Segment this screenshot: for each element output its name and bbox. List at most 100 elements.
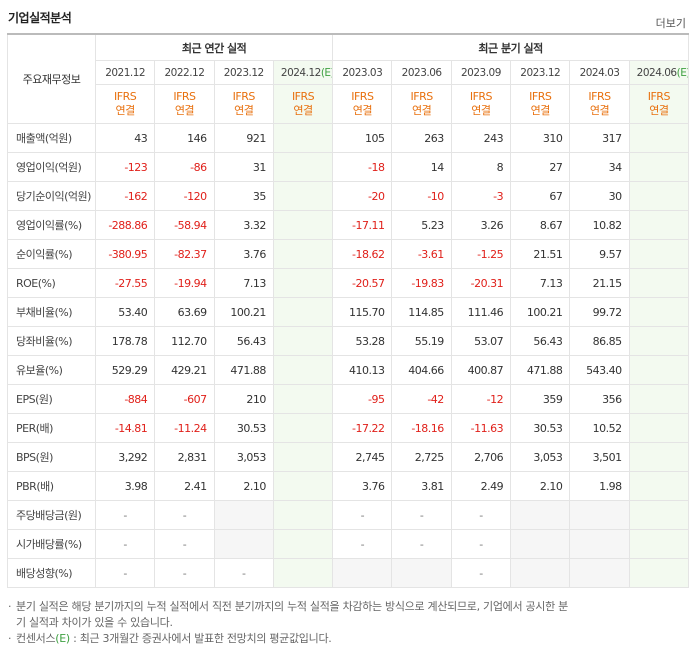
cell: -58.94 xyxy=(154,210,215,240)
cell: 5.23 xyxy=(391,210,452,240)
cell: 178.78 xyxy=(94,326,156,356)
cell: 3.76 xyxy=(213,239,274,269)
cell xyxy=(272,529,334,559)
cell: 400.87 xyxy=(450,355,512,385)
cell: -12 xyxy=(450,384,512,414)
cell: 9.57 xyxy=(569,239,630,269)
notes: 분기 실적은 해당 분기까지의 누적 실적에서 직전 분기까지의 누적 실적을 … xyxy=(8,599,568,647)
cell: 3.81 xyxy=(391,471,452,501)
cell xyxy=(272,210,334,240)
row-label: 부채비율(%) xyxy=(7,297,96,327)
scope: 연결 xyxy=(293,104,313,117)
basis: IFRS xyxy=(410,90,434,103)
table-row: 배당성향(%) - - - - xyxy=(7,558,690,588)
row-label: EPS(원) xyxy=(7,384,96,414)
cell: 30 xyxy=(569,181,630,211)
cell: 3.26 xyxy=(450,210,512,240)
cell: 115.70 xyxy=(332,297,393,327)
cell: 146 xyxy=(154,123,215,153)
cell xyxy=(272,413,334,443)
cell: -20.57 xyxy=(332,268,393,298)
cell: 112.70 xyxy=(154,326,215,356)
cell: - xyxy=(332,529,393,559)
basis: IFRS xyxy=(469,90,493,103)
table-row: 주당배당금(원) - - - - - xyxy=(7,500,690,530)
basis-header: IFRS 연결 xyxy=(332,84,393,124)
cell xyxy=(569,558,630,588)
cell: 410.13 xyxy=(332,355,393,385)
cell xyxy=(628,123,690,153)
cell: -82.37 xyxy=(154,239,215,269)
table-row: 유보율(%) 529.29 429.21 471.88 410.13 404.66 400.… xyxy=(7,355,690,385)
basis: IFRS xyxy=(588,90,611,103)
cell xyxy=(510,500,571,530)
cell: 3.32 xyxy=(213,210,274,240)
cell: 114.85 xyxy=(391,297,452,327)
cell: - xyxy=(450,558,512,588)
table-head: 주요재무정보 최근 연간 실적 최근 분기 실적 2021.12 2022.12 2… xyxy=(7,33,690,124)
cell xyxy=(628,297,690,327)
basis-header: IFRS 연결 xyxy=(272,84,334,124)
section-title: 기업실적분석 xyxy=(8,11,72,25)
cell: 3,292 xyxy=(94,442,156,472)
cell: 429.21 xyxy=(154,355,215,385)
group-header: 최근 분기 실적 xyxy=(332,33,689,61)
cell: 43 xyxy=(94,123,156,153)
period: 2023.09 xyxy=(460,66,501,79)
table-body: 매출액(억원) 43 146 921 105 263 243 310 317 영업이익(억원) -1… xyxy=(7,123,690,588)
scope: 연결 xyxy=(352,104,373,117)
cell: 3,053 xyxy=(213,442,274,472)
cell: 10.82 xyxy=(569,210,630,240)
table-row: 부채비율(%) 53.40 63.69 100.21 115.70 114.85 111.4… xyxy=(7,297,690,327)
cell: -19.83 xyxy=(391,268,452,298)
cell: 34 xyxy=(569,152,630,182)
cell xyxy=(628,384,690,414)
cell: 243 xyxy=(450,123,512,153)
table-row: 시가배당률(%) - - - - - xyxy=(7,529,690,559)
scope: 연결 xyxy=(649,104,669,117)
cell: 317 xyxy=(569,123,630,153)
table-row: PBR(배) 3.98 2.41 2.10 3.76 3.81 2.49 2.10 1.98 xyxy=(7,471,690,501)
cell: 55.19 xyxy=(391,326,452,356)
row-label: 당좌비율(%) xyxy=(7,326,96,356)
period: 2024.12 xyxy=(280,66,321,79)
cell: 2.49 xyxy=(450,471,512,501)
note-prefix: 컨센서스 xyxy=(16,632,56,645)
row-label: 배당성향(%) xyxy=(7,558,96,588)
cell: 14 xyxy=(391,152,452,182)
cell: 404.66 xyxy=(391,355,452,385)
cell: -95 xyxy=(332,384,393,414)
row-label: PBR(배) xyxy=(7,471,96,501)
cell: 529.29 xyxy=(94,355,156,385)
cell: -42 xyxy=(391,384,452,414)
cell: -380.95 xyxy=(94,239,156,269)
cell xyxy=(628,500,690,530)
cell xyxy=(332,558,393,588)
cell: 7.13 xyxy=(213,268,274,298)
cell: -3.61 xyxy=(391,239,452,269)
cell: 7.13 xyxy=(510,268,571,298)
cell: - xyxy=(450,500,512,530)
cell: -20.31 xyxy=(450,268,512,298)
period-header: 2024.12(E) xyxy=(272,60,334,85)
period: 2023.12 xyxy=(520,66,561,79)
cell xyxy=(391,558,452,588)
cell: 2,831 xyxy=(154,442,215,472)
cell: - xyxy=(332,500,393,530)
scope: 연결 xyxy=(174,104,195,117)
cell: 2.10 xyxy=(510,471,571,501)
cell xyxy=(272,123,334,153)
scope: 연결 xyxy=(234,104,254,117)
cell: 100.21 xyxy=(213,297,274,327)
scope: 연결 xyxy=(412,104,432,117)
cell: 21.51 xyxy=(510,239,571,269)
cell: -123 xyxy=(94,152,156,182)
cell: -3 xyxy=(450,181,512,211)
basis: IFRS xyxy=(529,90,552,103)
cell xyxy=(628,239,690,269)
table-row: EPS(원) -884 -607 210 -95 -42 -12 359 356 xyxy=(7,384,690,414)
cell: 471.88 xyxy=(510,355,571,385)
cell xyxy=(628,413,690,443)
more-link[interactable]: 더보기 xyxy=(655,17,686,30)
cell: 921 xyxy=(213,123,274,153)
